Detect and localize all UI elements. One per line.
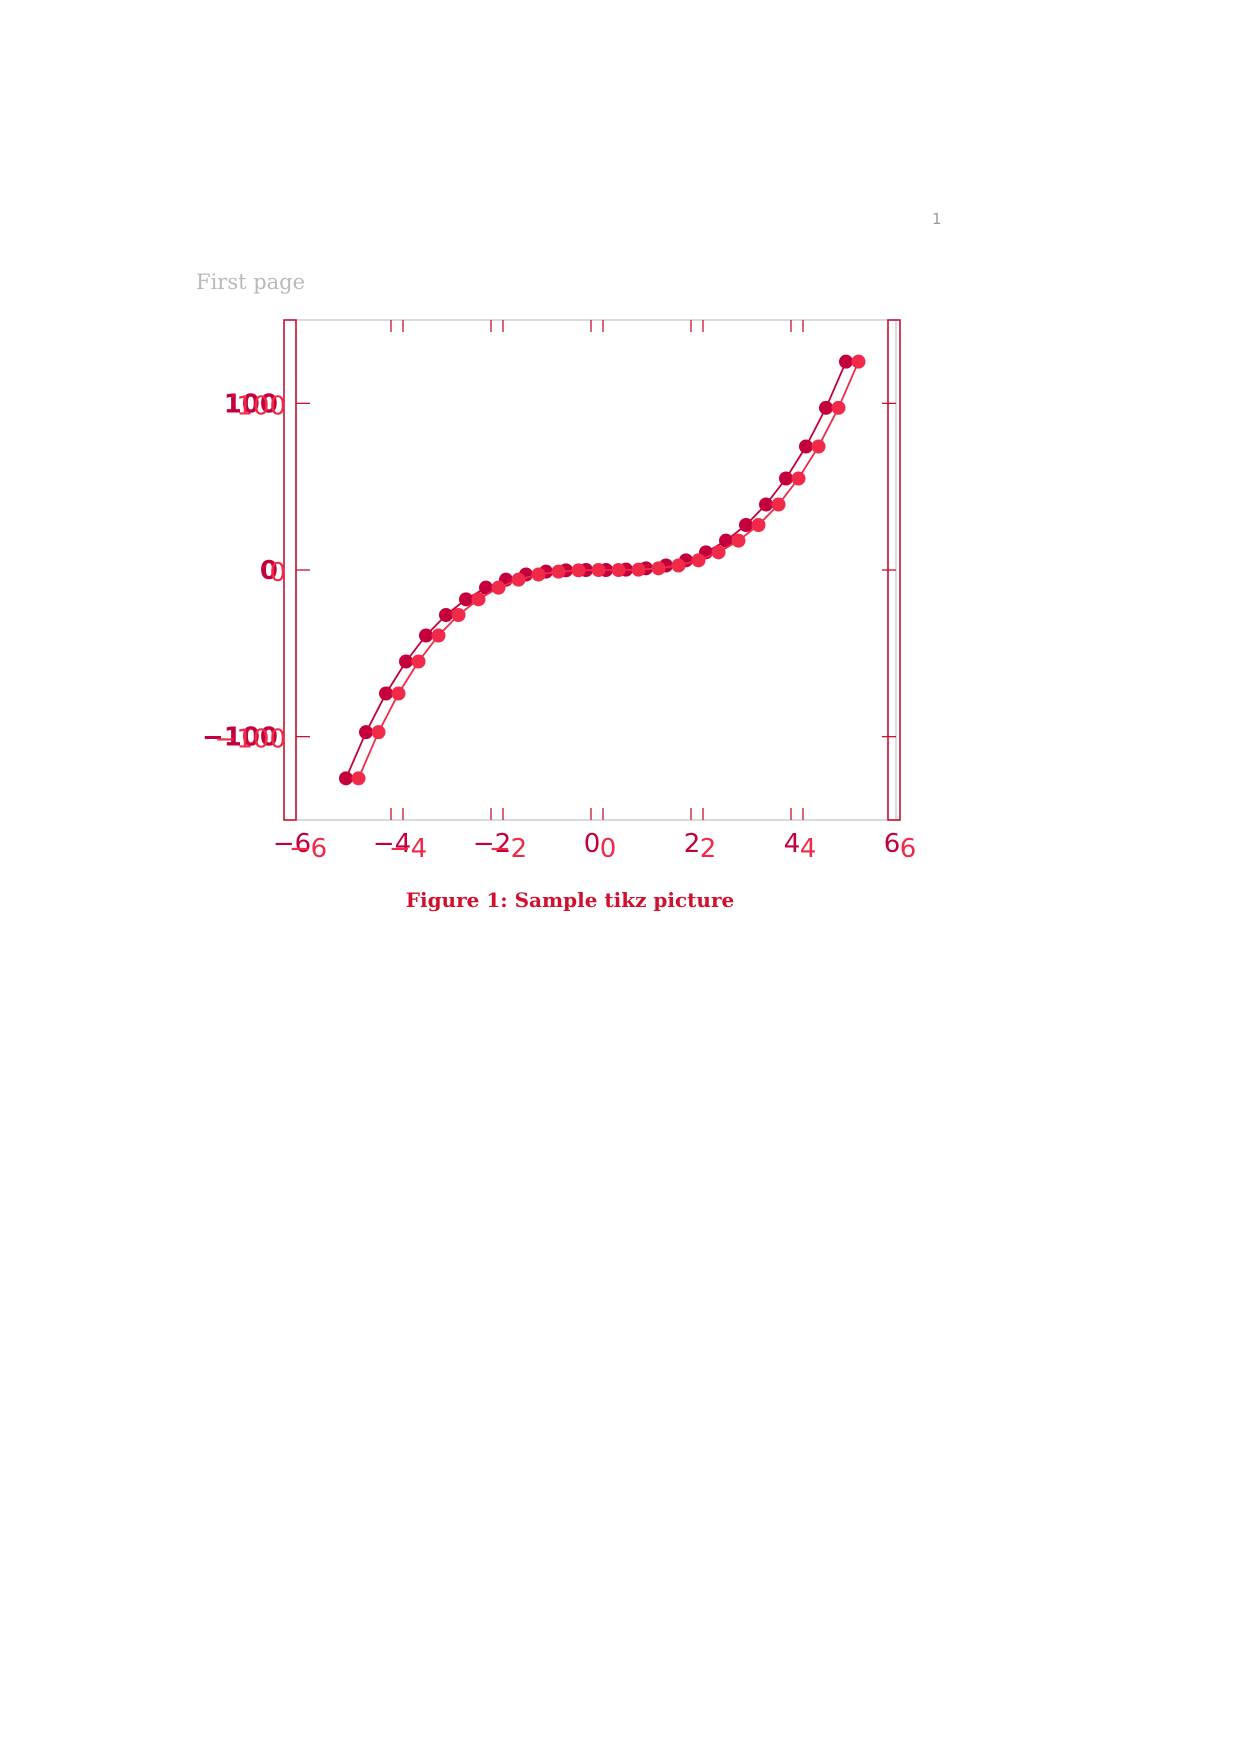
data-point xyxy=(611,563,626,577)
data-point xyxy=(771,497,786,512)
x-tick-label: 4 xyxy=(800,834,817,864)
x-tick-label: 0 xyxy=(600,834,617,864)
data-point xyxy=(419,628,433,643)
data-point xyxy=(711,545,726,560)
data-point xyxy=(379,686,393,701)
data-point xyxy=(459,592,473,607)
data-point xyxy=(759,497,773,512)
y-tick-label: 100 xyxy=(224,389,278,419)
x-tick-label: −6 xyxy=(273,829,311,859)
figure-caption-text: Figure 1: Sample tikz picture xyxy=(405,888,735,912)
y-tick-label: 0 xyxy=(269,558,286,588)
y-tick-label: −100 xyxy=(202,723,278,753)
data-point xyxy=(811,439,826,454)
data-point xyxy=(691,553,706,568)
running-header: First page xyxy=(196,270,306,294)
data-point xyxy=(339,771,353,786)
data-point xyxy=(471,592,486,607)
x-tick-label: −2 xyxy=(489,834,527,864)
x-tick-label: 0 xyxy=(584,829,601,859)
y-tick-label: −100 xyxy=(215,725,286,755)
data-point xyxy=(719,533,733,548)
page-number: 1 xyxy=(932,210,942,228)
data-point xyxy=(511,572,526,587)
series-line xyxy=(357,361,860,779)
x-tick-label: 2 xyxy=(684,829,701,859)
x-tick-label: 6 xyxy=(900,834,917,864)
data-point xyxy=(351,771,366,786)
data-point xyxy=(671,558,686,573)
data-point xyxy=(839,354,853,369)
x-tick-label: −6 xyxy=(289,834,327,864)
figure-caption: Figure 1: Sample tikz picture xyxy=(0,888,1140,912)
data-point xyxy=(359,725,373,740)
data-point xyxy=(431,628,446,643)
y-tick-label: 100 xyxy=(236,391,286,421)
x-tick-label: 4 xyxy=(784,829,801,859)
data-point xyxy=(411,654,426,669)
data-point xyxy=(739,518,753,532)
x-tick-label: −4 xyxy=(373,829,411,859)
data-point xyxy=(631,562,646,577)
y-tick-label: 0 xyxy=(260,556,278,586)
data-point xyxy=(779,471,793,486)
data-point xyxy=(371,725,386,740)
data-point xyxy=(831,400,846,415)
data-point xyxy=(791,471,806,486)
data-point xyxy=(571,563,586,578)
data-point xyxy=(591,563,606,577)
data-point xyxy=(399,654,413,669)
data-point xyxy=(799,439,813,454)
data-point xyxy=(451,608,466,622)
data-point xyxy=(491,580,506,595)
x-tick-label: −4 xyxy=(389,834,427,864)
x-tick-label: 6 xyxy=(884,829,901,859)
data-point xyxy=(751,518,766,532)
x-tick-label: −2 xyxy=(473,829,511,859)
data-point xyxy=(531,567,546,582)
data-point xyxy=(551,564,566,579)
data-point xyxy=(819,400,833,415)
data-point xyxy=(439,608,453,622)
data-point xyxy=(651,561,666,576)
data-point xyxy=(731,533,746,548)
data-point xyxy=(391,686,406,701)
data-point xyxy=(479,580,493,595)
x-tick-label: 2 xyxy=(700,834,717,864)
data-point xyxy=(851,354,866,369)
